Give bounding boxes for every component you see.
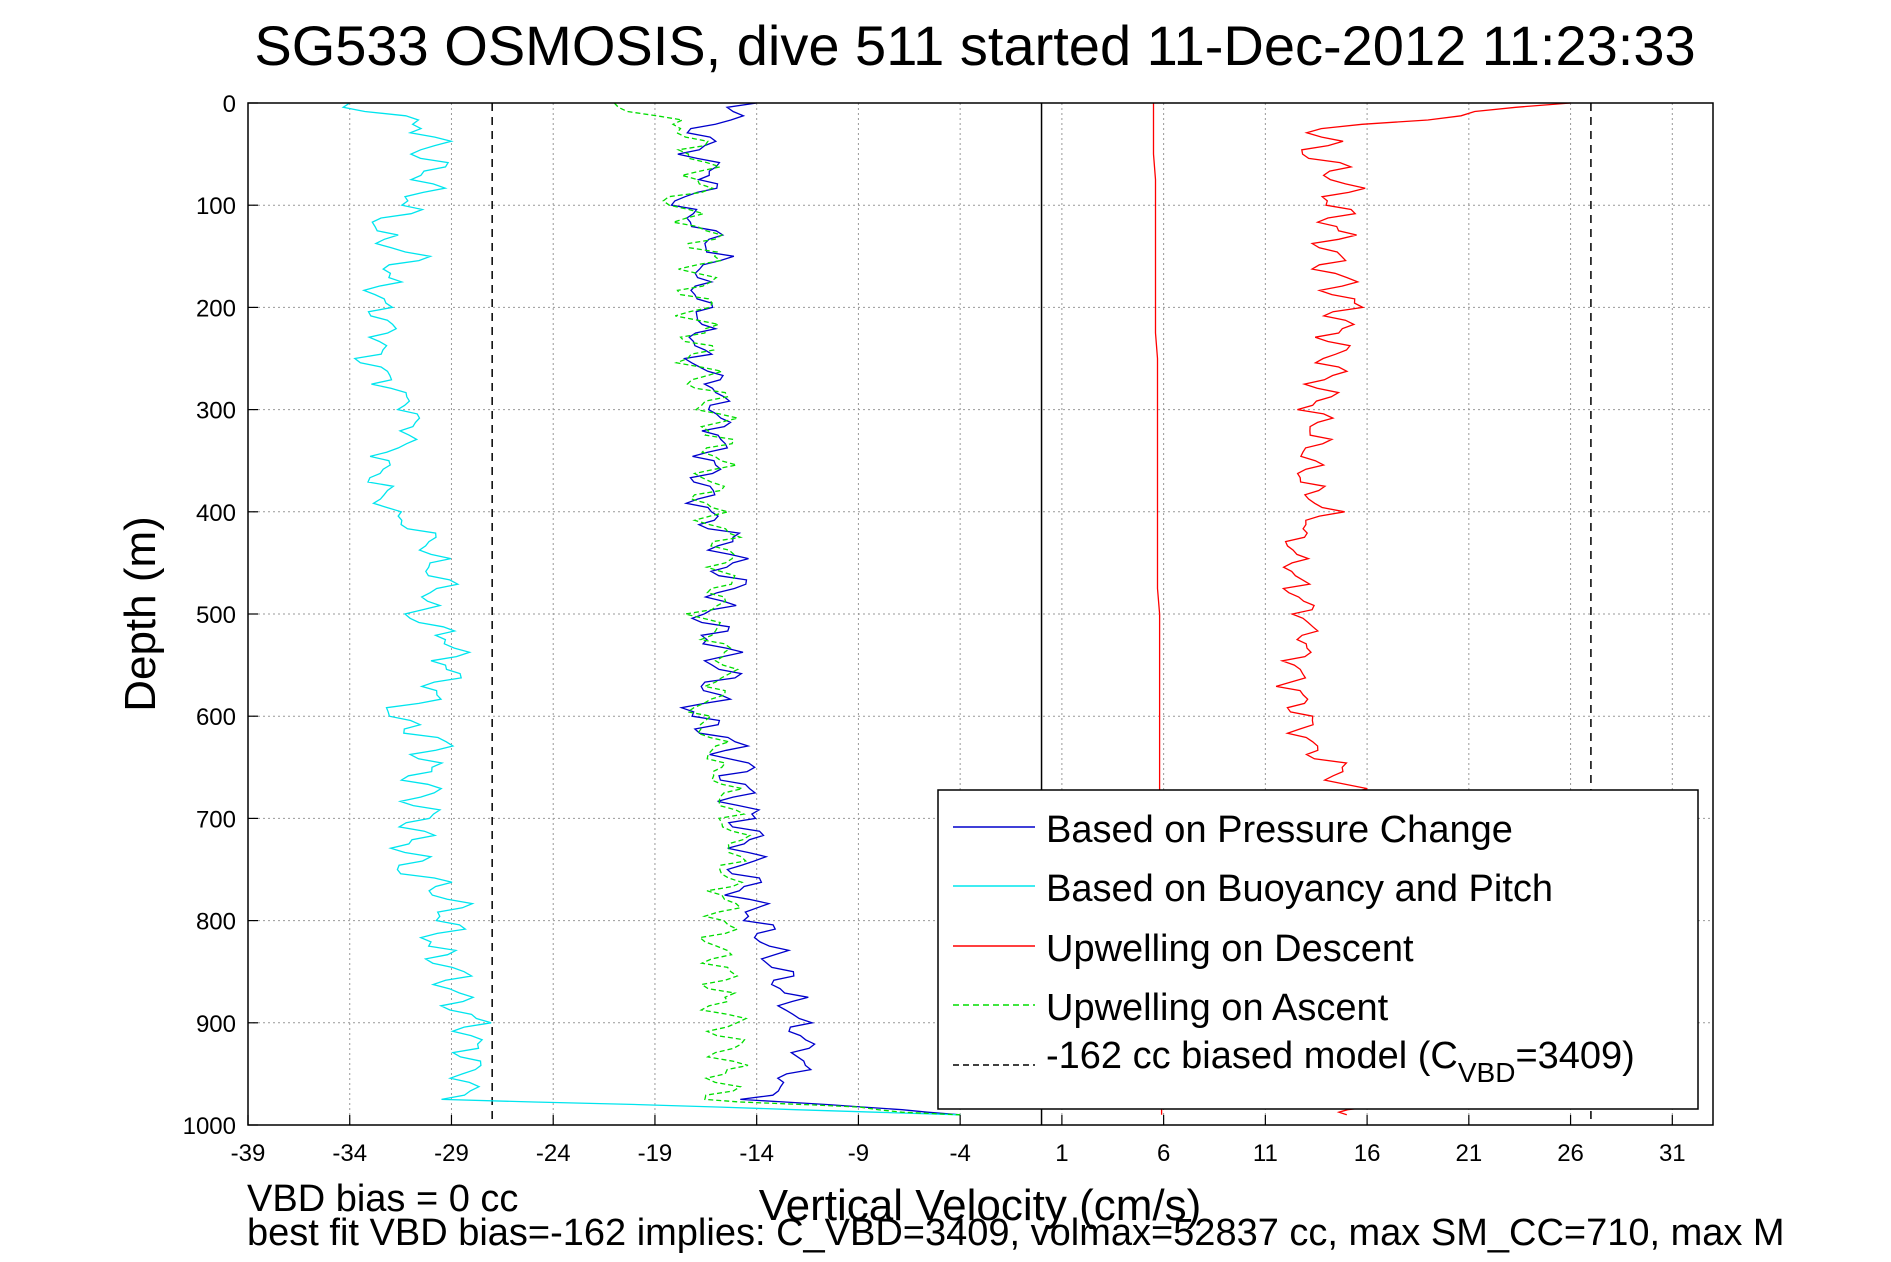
x-tick-label-5: -14 [739, 1140, 774, 1167]
legend-label-pressure: Based on Pressure Change [1046, 809, 1513, 851]
y-tick-label-6: 600 [196, 704, 236, 731]
x-tick-label-12: 21 [1455, 1140, 1482, 1167]
y-tick-label-4: 400 [196, 500, 236, 527]
x-tick-label-0: -39 [231, 1140, 266, 1167]
y-axis-label: Depth (m) [116, 516, 165, 712]
y-tick-label-1: 100 [196, 193, 236, 220]
x-tick-label-6: -9 [848, 1140, 869, 1167]
x-tick-label-10: 11 [1253, 1140, 1278, 1167]
y-tick-label-9: 900 [196, 1011, 236, 1038]
y-tick-label-2: 200 [196, 295, 236, 322]
series-line-based-on-pressure-change [670, 102, 961, 1116]
vbd-bias-annotation: VBD bias = 0 cc [247, 1178, 519, 1220]
y-tick-label-10: 1000 [183, 1113, 236, 1140]
best-fit-annotation: best fit VBD bias=-162 implies: C_VBD=34… [247, 1212, 1785, 1254]
y-tick-labels: 0 100 200 300 400 500 600 700 800 900 1000 [183, 91, 258, 1140]
series-group [341, 102, 1571, 1116]
x-tick-label-4: -19 [638, 1140, 673, 1167]
y-tick-label-3: 300 [196, 398, 236, 425]
y-tick-label-8: 800 [196, 909, 236, 936]
x-tick-labels: -39 -34 -29 -24 -19 -14 -9 -4 1 6 11 16 21 26 31 [231, 1115, 1686, 1167]
legend-model-prefix: -162 cc biased model (C [1046, 1035, 1458, 1077]
series-line-upwelling-on-ascent [613, 102, 961, 1116]
x-tick-label-7: -4 [949, 1140, 970, 1167]
legend-box [937, 789, 1699, 1110]
x-axis-label: Vertical Velocity (cm/s) [759, 1181, 1202, 1230]
legend-label-descent: Upwelling on Descent [1046, 928, 1414, 970]
legend-model-subscript: VBD [1458, 1057, 1516, 1088]
x-tick-label-1: -34 [332, 1140, 367, 1167]
x-tick-label-3: -24 [536, 1140, 571, 1167]
y-tick-label-7: 700 [196, 806, 236, 833]
legend-model-suffix: =3409) [1515, 1035, 1634, 1077]
y-tick-label-5: 500 [196, 602, 236, 629]
chart-title: SG533 OSMOSIS, dive 511 started 11-Dec-2… [254, 14, 1695, 77]
x-tick-label-11: 16 [1354, 1140, 1381, 1167]
x-tick-label-8: 1 [1055, 1140, 1068, 1167]
legend-label-buoyancy: Based on Buoyancy and Pitch [1046, 868, 1553, 910]
x-tick-label-14: 31 [1659, 1140, 1686, 1167]
series-line-based-on-buoyancy-and-pitch [341, 102, 961, 1116]
legend-label-model: -162 cc biased model (CVBD=3409) [1046, 1035, 1635, 1088]
x-tick-label-9: 6 [1157, 1140, 1170, 1167]
legend-label-ascent: Upwelling on Ascent [1046, 987, 1389, 1029]
legend: Based on Pressure Change Based on Buoyan… [937, 789, 1699, 1110]
y-tick-label-0: 0 [223, 91, 236, 118]
x-tick-label-13: 26 [1557, 1140, 1584, 1167]
x-tick-label-2: -29 [434, 1140, 469, 1167]
